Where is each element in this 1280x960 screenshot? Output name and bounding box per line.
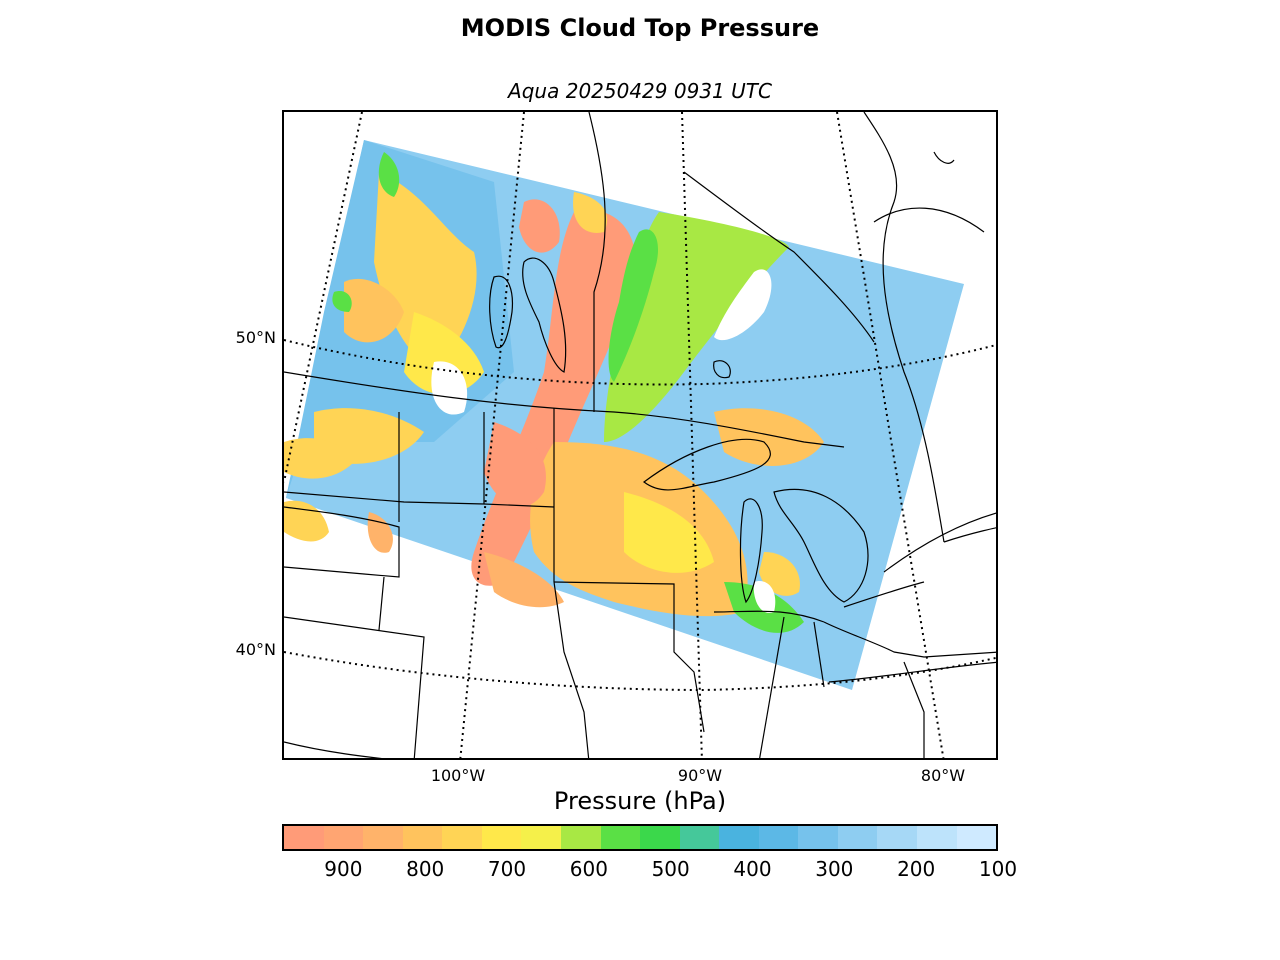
colorbar-tick-label: 700 [487, 857, 527, 881]
colorbar-segment [284, 826, 324, 849]
swath [286, 140, 964, 690]
colorbar-tick-label: 900 [324, 857, 363, 881]
colorbar-segment [956, 826, 997, 849]
colorbar-tick-label: 100 [978, 857, 1018, 881]
colorbar-segment [323, 826, 364, 849]
colorbar-title: Pressure (hPa) [553, 787, 727, 815]
colorbar-tick-label: 200 [897, 857, 936, 881]
lon-label-80w: 80°W [920, 766, 966, 785]
page-title: MODIS Cloud Top Pressure [460, 14, 820, 42]
colorbar-segment [442, 826, 482, 849]
colorbar-segment [679, 826, 720, 849]
colorbar-segment [758, 826, 799, 849]
colorbar-segment [798, 826, 838, 849]
coastlines [489, 151, 996, 608]
colorbar-segment [837, 826, 878, 849]
colorbar-tick-label: 800 [406, 857, 445, 881]
colorbar-segment [363, 826, 403, 849]
colorbar-tick-label: 600 [569, 857, 608, 881]
graticule [284, 112, 996, 758]
map-panel[interactable] [282, 110, 998, 760]
lon-label-100w: 100°W [430, 766, 486, 785]
colorbar-tick-label: 300 [815, 857, 854, 881]
colorbar-segment [877, 826, 917, 849]
lon-label-90w: 90°W [677, 766, 723, 785]
colorbar-tick-label: 500 [651, 857, 690, 881]
lat-label-40: 40°N [235, 640, 276, 659]
colorbar-segment [640, 826, 680, 849]
colorbar-segment [560, 826, 601, 849]
cloud-map [284, 112, 996, 758]
colorbar-tick-label: 400 [733, 857, 772, 881]
colorbar-segment [402, 826, 443, 849]
colorbar-segment [481, 826, 522, 849]
colorbar-segment [917, 826, 957, 849]
colorbar-segment [719, 826, 759, 849]
page-subtitle: Aqua 20250429 0931 UTC [508, 79, 772, 103]
colorbar [282, 824, 998, 851]
colorbar-segment [600, 826, 641, 849]
colorbar-segment [521, 826, 561, 849]
lat-label-50: 50°N [235, 328, 276, 347]
political-boundaries [284, 112, 996, 758]
